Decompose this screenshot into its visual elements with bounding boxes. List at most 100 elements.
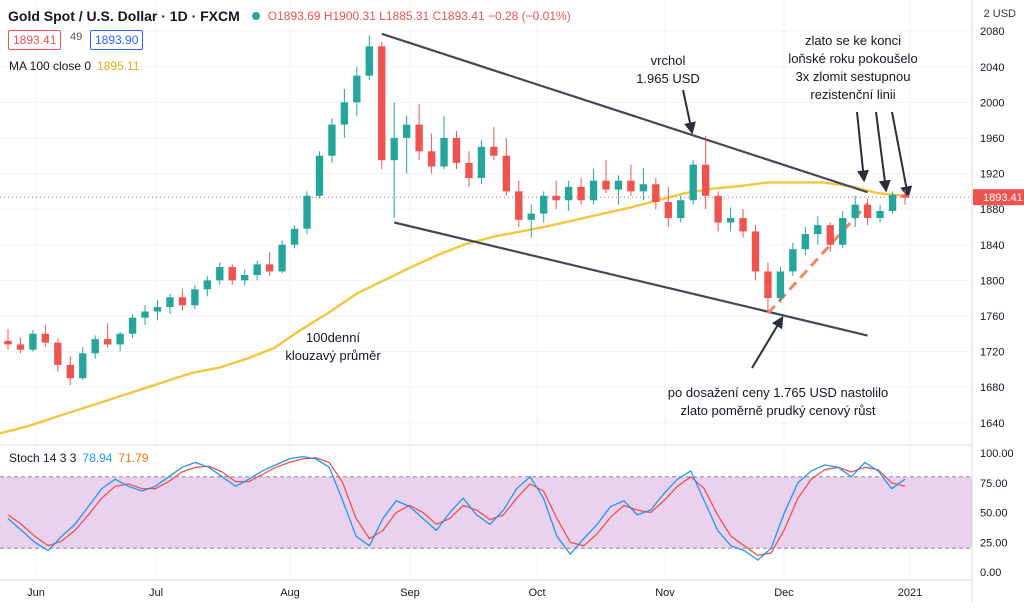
candle-body	[340, 102, 349, 125]
price-tick-label: 1800	[980, 275, 1004, 287]
candle-body	[415, 124, 423, 152]
support-channel-line	[393, 221, 868, 337]
time-tick-label: Sep	[400, 587, 420, 599]
candle-body	[602, 180, 610, 190]
current-price-label: 1893.41	[983, 192, 1023, 204]
price-tick-label: 1760	[980, 311, 1004, 323]
market-status-icon	[251, 12, 260, 20]
symbol-title[interactable]: Gold Spot / U.S. Dollar · 1D · FXCM	[8, 8, 240, 24]
current-price-badge	[973, 189, 1024, 206]
buy-price-button[interactable]: 1893.90	[90, 30, 144, 50]
candle-body	[390, 137, 398, 161]
candle-body	[814, 225, 822, 235]
candle-body	[627, 180, 635, 192]
candle-body	[826, 225, 834, 245]
arrow-to-touch-1	[856, 111, 869, 183]
annotation-peak: vrchol 1.965 USD	[628, 52, 708, 88]
candle-body	[315, 155, 324, 196]
sell-price-button[interactable]: 1893.41	[8, 30, 62, 50]
time-tick-label: Aug	[280, 587, 300, 599]
candle-body	[764, 271, 772, 299]
ma-100-line	[0, 181, 906, 435]
candle-body	[128, 317, 137, 334]
candle-body	[726, 218, 735, 223]
candle-body	[402, 124, 411, 138]
stoch-indicator-name: Stoch 14 3 3	[9, 451, 77, 465]
candle-body	[365, 46, 373, 76]
annotation-resistance-line4: rezistenční linii	[810, 87, 896, 102]
candle-body	[41, 333, 50, 343]
candle-body	[564, 186, 573, 201]
candle-body	[863, 204, 872, 219]
candle-body	[116, 333, 124, 345]
candle-body	[228, 267, 236, 281]
candle-body	[452, 137, 461, 163]
arrow-to-touch-2	[875, 111, 891, 193]
candle-body	[440, 137, 448, 167]
annotation-ma-line2: klouzavý průměr	[285, 348, 381, 363]
candle-body	[328, 124, 336, 156]
candle-body	[739, 218, 747, 232]
stoch-tick-label: 100.00	[980, 448, 1014, 460]
time-tick-label: Dec	[774, 587, 794, 599]
candle-body	[16, 344, 25, 350]
time-tick-label: Oct	[528, 587, 545, 599]
candle-body	[901, 194, 909, 198]
candle-body	[378, 46, 386, 161]
stoch-d-value: 71.79	[118, 451, 149, 465]
candle-body	[241, 275, 249, 281]
candle-body	[203, 280, 212, 290]
candle-body	[153, 307, 162, 312]
annotation-ma: 100denní klouzavý průměr	[268, 329, 398, 365]
annotation-resistance: zlato se ke konci loňské roku pokoušelo …	[758, 32, 948, 104]
chart-header: Gold Spot / U.S. Dollar · 1D · FXCM O189…	[8, 6, 571, 26]
candle-body	[540, 195, 548, 214]
price-tick-label: 1880	[980, 204, 1004, 216]
time-tick-label: 2021	[898, 587, 922, 599]
ohlc-readout: O1893.69 H1900.31 L1885.31 C1893.41 −0.2…	[267, 9, 571, 23]
annotation-peak-line2: 1.965 USD	[636, 71, 700, 86]
price-tick-label: 1960	[980, 133, 1004, 145]
candle-body	[751, 231, 760, 272]
candle-body	[502, 155, 511, 192]
candle-body	[477, 146, 486, 178]
stoch-k-value: 78.94	[82, 451, 113, 465]
candle-body	[141, 311, 149, 318]
price-tick-label: 1720	[980, 347, 1004, 359]
stoch-tick-label: 25.00	[980, 537, 1008, 549]
time-tick-label: Nov	[655, 587, 675, 599]
stoch-indicator-legend[interactable]: Stoch 14 3 3 78.94 71.79	[9, 451, 148, 465]
candle-body	[4, 340, 12, 345]
candle-body	[29, 333, 37, 350]
candle-body	[278, 244, 286, 272]
annotation-resistance-line3: 3x zlomit sestupnou	[795, 69, 911, 84]
candle-body	[589, 180, 598, 201]
candle-body	[776, 271, 785, 299]
stoch-tick-label: 0.00	[980, 567, 1001, 579]
candle-body	[801, 234, 810, 250]
candle-body	[689, 164, 697, 201]
candle-body	[290, 228, 299, 245]
candle-body	[876, 210, 884, 219]
ma-indicator-value: 1895.11	[97, 59, 140, 73]
arrow-to-touch-3	[891, 111, 913, 199]
stoch-k-line	[7, 455, 906, 561]
candle-body	[851, 204, 859, 219]
candle-body	[427, 151, 436, 167]
candle-body	[652, 184, 660, 203]
rising-support-line	[766, 202, 869, 315]
candle-body	[714, 195, 722, 223]
candle-body	[839, 218, 847, 245]
stoch-band	[0, 476, 972, 549]
candle-body	[515, 191, 523, 220]
currency-label[interactable]: 2 USD	[983, 8, 1016, 20]
candle-body	[789, 249, 797, 272]
candle-body	[216, 267, 224, 281]
candle-body	[103, 339, 112, 345]
annotation-low-line1: po dosažení ceny 1.765 USD nastolilo	[667, 385, 889, 400]
candle-body	[490, 146, 498, 156]
ma-indicator-legend[interactable]: MA 100 close 0 1895.11	[9, 59, 140, 73]
candle-body	[66, 364, 74, 379]
